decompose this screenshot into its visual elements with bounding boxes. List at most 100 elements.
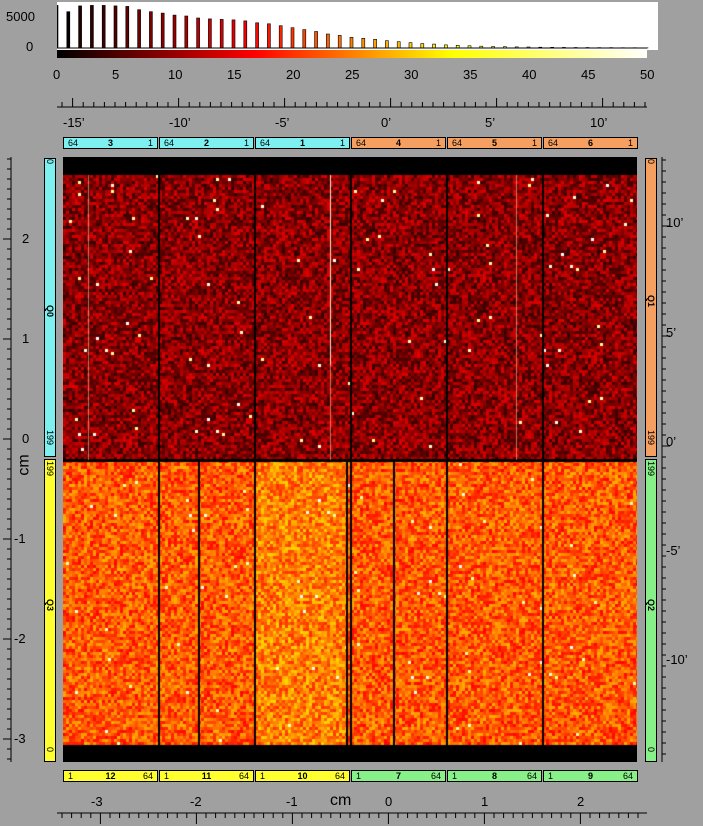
left-cm-tick: -1	[14, 531, 26, 546]
hist-bar-11	[184, 15, 189, 49]
chip-right-index: 1	[435, 138, 441, 148]
hist-bar-26	[361, 37, 366, 49]
chip-right-index: 1	[147, 138, 153, 148]
chip-left-index: 64	[260, 138, 271, 148]
bottom-cm-tick: -3	[91, 794, 103, 809]
hist-bar-32	[432, 43, 436, 49]
chip-left-index: 1	[260, 771, 266, 781]
hist-bar-23	[326, 33, 330, 49]
chip-id: 9	[587, 771, 593, 781]
left-cm-tick: 2	[22, 231, 30, 246]
q1-bar	[645, 158, 657, 457]
q3-bar	[44, 459, 56, 762]
hist-bar-27	[373, 38, 377, 49]
module-chip-10: 1 10 64	[255, 770, 350, 782]
chip-id: 3	[107, 138, 113, 148]
hist-bar-4	[101, 5, 106, 49]
module-chip-4: 64 4 1	[351, 137, 446, 149]
chip-right-index: 64	[334, 771, 345, 781]
top-angle-tick: -10’	[169, 115, 191, 130]
hist-xtick-50: 50	[640, 67, 655, 82]
chip-left-index: 64	[452, 138, 463, 148]
hist-bar-15	[231, 19, 236, 49]
hist-bar-16	[243, 20, 248, 49]
chip-right-index: 64	[238, 771, 249, 781]
right-angle-tick: -10’	[666, 652, 688, 667]
module-chip-8: 1 8 64	[447, 770, 542, 782]
chip-id: 12	[105, 771, 116, 781]
hist-bar-31	[420, 43, 425, 49]
q1-name: Q1	[646, 295, 656, 308]
hist-xtick-20: 20	[286, 67, 301, 82]
chip-right-index: 64	[430, 771, 441, 781]
chip-left-index: 64	[548, 138, 559, 148]
hist-bar-7	[137, 9, 141, 49]
hist-xtick-0: 0	[53, 67, 61, 82]
chip-right-index: 64	[142, 771, 153, 781]
chip-left-index: 1	[548, 771, 554, 781]
right-angle-tick: -5’	[666, 543, 681, 558]
right-angle-axis	[661, 157, 670, 762]
left-axis-label: cm	[15, 454, 33, 476]
colorbar	[57, 50, 647, 58]
q0-name: Q0	[45, 305, 55, 318]
right-angle-tick: 5’	[666, 325, 677, 340]
hist-bar-9	[160, 12, 165, 49]
bottom-cm-tick: -2	[190, 794, 202, 809]
hist-bar-1	[66, 11, 71, 49]
left-cm-tick: -3	[14, 731, 26, 746]
hist-xtick-15: 15	[227, 67, 242, 82]
chip-right-index: 1	[627, 138, 633, 148]
q2-bar	[645, 459, 657, 762]
q1-bottom-label: 199	[646, 430, 656, 446]
chip-left-index: 64	[68, 138, 79, 148]
hist-bar-14	[219, 19, 224, 49]
hist-bar-20	[290, 27, 295, 49]
hist-bar-30	[408, 42, 413, 49]
hist-bar-6	[125, 6, 130, 49]
chip-right-index: 1	[243, 138, 249, 148]
top-angle-tick: 0’	[381, 115, 392, 130]
chip-id: 11	[201, 771, 212, 781]
hist-bar-2	[78, 5, 82, 49]
module-chip-1: 64 1 1	[255, 137, 350, 149]
chip-right-index: 1	[339, 138, 345, 148]
q2-name: Q2	[646, 599, 656, 612]
hist-ytick-5000: 5000	[6, 9, 35, 24]
bottom-cm-tick: 1	[481, 794, 489, 809]
hist-bar-12	[196, 17, 200, 49]
top-angle-tick: -5’	[275, 115, 290, 130]
chip-id: 4	[395, 138, 401, 148]
q2-top-label: 199	[646, 461, 656, 477]
chip-id: 7	[395, 771, 401, 781]
chip-id: 1	[299, 138, 305, 148]
chip-id: 10	[297, 771, 308, 781]
chip-left-index: 1	[356, 771, 362, 781]
right-angle-tick: 10’	[666, 215, 684, 230]
hist-xtick-5: 5	[112, 67, 120, 82]
histogram-panel	[57, 2, 658, 50]
hist-bar-29	[396, 41, 401, 49]
module-chip-12: 1 12 64	[63, 770, 158, 782]
chip-left-index: 64	[164, 138, 175, 148]
q1-top-label: 0	[646, 159, 656, 165]
histogram-plot	[57, 5, 649, 49]
chip-right-index: 64	[622, 771, 633, 781]
bottom-cm-tick: -1	[286, 794, 298, 809]
hist-xtick-25: 25	[345, 67, 360, 82]
q2-bottom-label: 0	[646, 747, 656, 753]
hist-xtick-40: 40	[522, 67, 537, 82]
hist-bar-19	[278, 25, 283, 49]
left-cm-tick: -2	[14, 631, 26, 646]
chip-id: 5	[491, 138, 497, 148]
left-cm-axis	[3, 157, 12, 762]
hist-bar-24	[337, 35, 342, 49]
hist-bar-0	[57, 5, 59, 49]
chip-left-index: 1	[68, 771, 74, 781]
q3-name: Q3	[45, 599, 55, 612]
hist-bar-10	[172, 14, 177, 49]
hist-bar-3	[90, 5, 94, 49]
chip-id: 8	[491, 771, 497, 781]
bottom-cm-axis	[57, 812, 647, 824]
hist-bar-8	[149, 11, 153, 49]
